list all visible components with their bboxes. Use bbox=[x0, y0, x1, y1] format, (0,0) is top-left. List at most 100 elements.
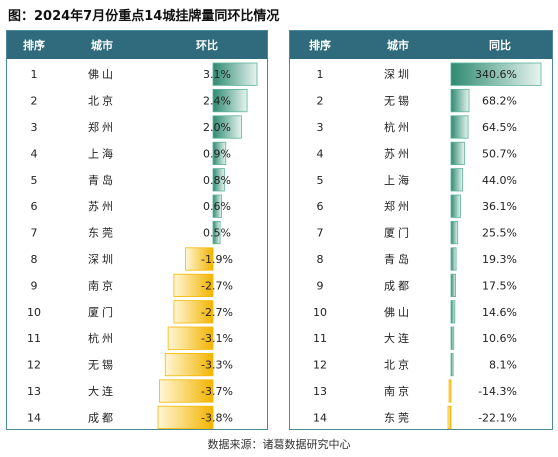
column-header: 环比 bbox=[196, 38, 218, 52]
value-label: 0.6% bbox=[203, 200, 231, 213]
value-label: 64.5% bbox=[482, 121, 517, 134]
value-bar bbox=[212, 62, 258, 86]
city-cell: 佛山 bbox=[88, 68, 116, 81]
rank-cell: 2 bbox=[31, 95, 38, 108]
city-cell: 青岛 bbox=[88, 173, 116, 187]
rank-cell: 13 bbox=[27, 385, 41, 398]
city-cell: 无锡 bbox=[88, 358, 116, 372]
rank-cell: 5 bbox=[31, 174, 38, 187]
value-label: 2.4% bbox=[203, 95, 231, 108]
value-label: -3.3% bbox=[201, 359, 233, 372]
value-bar bbox=[185, 247, 214, 271]
rank-cell: 4 bbox=[317, 147, 324, 160]
city-cell: 无锡 bbox=[384, 94, 412, 108]
value-label: 2.0% bbox=[203, 121, 231, 134]
city-cell: 大连 bbox=[88, 384, 116, 398]
yoy-table: 排序 城市 同比 1 深圳 340.6% 2 无锡 68.2% 3 杭州 64.5% 4 苏州 50.7% 5… bbox=[289, 30, 553, 430]
rank-cell: 12 bbox=[313, 359, 327, 372]
column-header: 同比 bbox=[489, 38, 511, 52]
rank-cell: 14 bbox=[27, 411, 41, 424]
value-bar bbox=[450, 89, 470, 113]
city-cell: 郑州 bbox=[88, 120, 116, 134]
rank-cell: 1 bbox=[31, 68, 38, 81]
rank-cell: 1 bbox=[317, 68, 324, 81]
city-cell: 青岛 bbox=[384, 252, 412, 266]
value-bar bbox=[450, 300, 456, 324]
rank-cell: 6 bbox=[31, 200, 38, 213]
value-bar bbox=[450, 62, 542, 86]
value-label: 14.6% bbox=[482, 306, 517, 319]
city-cell: 深圳 bbox=[384, 68, 412, 81]
value-label: -2.7% bbox=[201, 279, 233, 292]
rank-cell: 13 bbox=[313, 385, 327, 398]
rank-cell: 8 bbox=[31, 253, 38, 266]
value-bar bbox=[173, 300, 214, 324]
city-cell: 郑州 bbox=[384, 199, 412, 213]
value-label: -22.1% bbox=[478, 411, 517, 424]
value-label: 25.5% bbox=[482, 227, 517, 240]
value-bar bbox=[173, 273, 214, 297]
value-label: -14.3% bbox=[478, 385, 517, 398]
city-cell: 佛山 bbox=[384, 306, 412, 319]
rank-cell: 10 bbox=[313, 306, 327, 319]
city-cell: 成都 bbox=[384, 279, 412, 292]
value-bar bbox=[450, 247, 457, 271]
value-label: 10.6% bbox=[482, 332, 517, 345]
value-label: -1.9% bbox=[201, 253, 233, 266]
city-cell: 上海 bbox=[88, 146, 116, 160]
value-bar bbox=[159, 379, 214, 403]
city-cell: 东莞 bbox=[88, 227, 116, 240]
column-header: 排序 bbox=[23, 38, 45, 52]
mom-table-chart: 排序 城市 环比 1 佛山 3.1% 2 北京 2.4% 3 郑州 2.0% 4 上海 0.9% 5 青岛 0.8… bbox=[7, 31, 267, 429]
rank-cell: 6 bbox=[317, 200, 324, 213]
table-header bbox=[7, 31, 267, 59]
yoy-table-chart: 排序 城市 同比 1 深圳 340.6% 2 无锡 68.2% 3 杭州 64.5% 4 苏州 50.7% 5… bbox=[290, 31, 552, 429]
value-bar bbox=[450, 141, 465, 165]
rank-cell: 7 bbox=[31, 227, 38, 240]
column-header: 排序 bbox=[309, 38, 331, 52]
value-label: 0.8% bbox=[203, 174, 231, 187]
value-bar bbox=[212, 194, 222, 218]
table-header bbox=[290, 31, 552, 59]
value-bar bbox=[450, 115, 469, 139]
city-cell: 大连 bbox=[384, 331, 412, 345]
value-label: -3.8% bbox=[201, 411, 233, 424]
value-label: 0.5% bbox=[203, 227, 231, 240]
value-bar bbox=[212, 115, 242, 139]
rank-cell: 8 bbox=[317, 253, 324, 266]
value-label: 44.0% bbox=[482, 174, 517, 187]
rank-cell: 9 bbox=[31, 279, 38, 292]
value-bar bbox=[450, 220, 459, 245]
value-bar bbox=[212, 89, 248, 113]
page-title: 图：2024年7月份重点14城挂牌量同环比情况 bbox=[8, 9, 280, 24]
value-label: 19.3% bbox=[482, 253, 517, 266]
value-bar bbox=[448, 379, 452, 403]
rank-cell: 9 bbox=[317, 279, 324, 292]
rank-cell: 4 bbox=[31, 147, 38, 160]
value-bar bbox=[167, 326, 214, 350]
value-label: 3.1% bbox=[203, 68, 231, 81]
city-cell: 南京 bbox=[384, 384, 412, 398]
city-cell: 苏州 bbox=[384, 147, 412, 160]
value-label: 17.5% bbox=[482, 279, 517, 292]
rank-cell: 14 bbox=[313, 411, 327, 424]
mom-table: 排序 城市 环比 1 佛山 3.1% 2 北京 2.4% 3 郑州 2.0% 4 上海 0.9% 5 青岛 0.8… bbox=[6, 30, 268, 430]
rank-cell: 12 bbox=[27, 359, 41, 372]
value-bar bbox=[212, 168, 225, 192]
city-cell: 南京 bbox=[88, 278, 116, 292]
city-cell: 杭州 bbox=[88, 331, 116, 345]
value-bar bbox=[212, 141, 227, 165]
city-cell: 苏州 bbox=[88, 200, 116, 213]
value-label: 8.1% bbox=[489, 359, 517, 372]
value-bar bbox=[450, 194, 461, 218]
rank-cell: 7 bbox=[317, 227, 324, 240]
rank-cell: 3 bbox=[31, 121, 38, 134]
rank-cell: 3 bbox=[317, 121, 324, 134]
column-header: 城市 bbox=[387, 38, 409, 52]
value-bar bbox=[450, 352, 454, 377]
value-label: 50.7% bbox=[482, 147, 517, 160]
rank-cell: 11 bbox=[313, 332, 327, 345]
city-cell: 成都 bbox=[88, 411, 116, 424]
value-bar bbox=[212, 220, 221, 245]
city-cell: 厦门 bbox=[88, 305, 116, 319]
